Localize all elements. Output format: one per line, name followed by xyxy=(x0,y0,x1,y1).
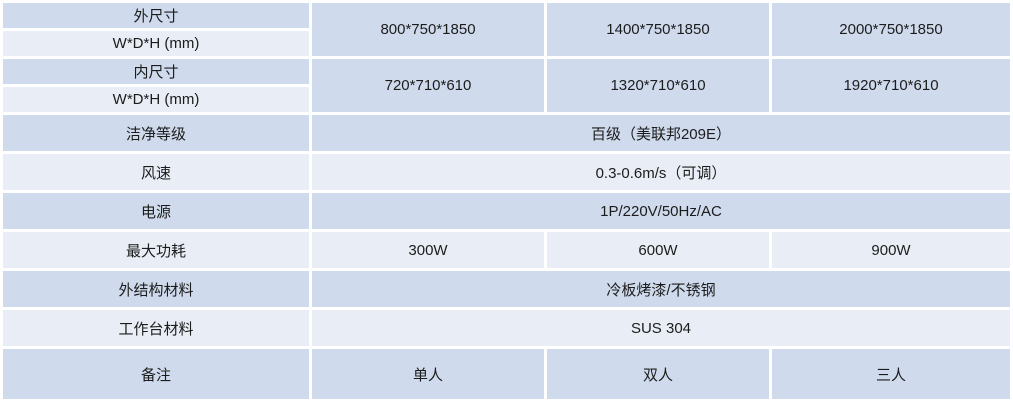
power-supply-label-cell: 电源 xyxy=(3,193,309,229)
remark-value-1: 单人 xyxy=(312,349,544,399)
air-speed-label-cell: 风速 xyxy=(3,154,309,190)
max-power-label-cell: 最大功耗 xyxy=(3,232,309,268)
inner-dim-value-2: 1320*710*610 xyxy=(547,59,769,112)
air-speed-value-cell: 0.3-0.6m/s（可调） xyxy=(312,154,1010,190)
remark-value-3: 三人 xyxy=(772,349,1010,399)
remark-label-cell: 备注 xyxy=(3,349,309,399)
worktop-material-value-cell: SUS 304 xyxy=(312,310,1010,346)
outer-dim-value-1: 800*750*1850 xyxy=(312,3,544,56)
remark-value-2: 双人 xyxy=(547,349,769,399)
inner-dim-value-3: 1920*710*610 xyxy=(772,59,1010,112)
inner-dim-unit-cell: W*D*H (mm) xyxy=(3,87,309,112)
outer-material-label-cell: 外结构材料 xyxy=(3,271,309,307)
outer-dim-value-3: 2000*750*1850 xyxy=(772,3,1010,56)
worktop-material-label-cell: 工作台材料 xyxy=(3,310,309,346)
max-power-value-3: 900W xyxy=(772,232,1010,268)
clean-level-value-cell: 百级（美联邦209E） xyxy=(312,115,1010,151)
inner-dim-name-cell: 内尺寸 xyxy=(3,59,309,84)
outer-material-value-cell: 冷板烤漆/不锈钢 xyxy=(312,271,1010,307)
inner-dim-value-1: 720*710*610 xyxy=(312,59,544,112)
outer-dim-name-cell: 外尺寸 xyxy=(3,3,309,28)
max-power-value-1: 300W xyxy=(312,232,544,268)
outer-dim-unit-cell: W*D*H (mm) xyxy=(3,31,309,56)
power-supply-value-cell: 1P/220V/50Hz/AC xyxy=(312,193,1010,229)
clean-level-label-cell: 洁净等级 xyxy=(3,115,309,151)
outer-dim-value-2: 1400*750*1850 xyxy=(547,3,769,56)
max-power-value-2: 600W xyxy=(547,232,769,268)
